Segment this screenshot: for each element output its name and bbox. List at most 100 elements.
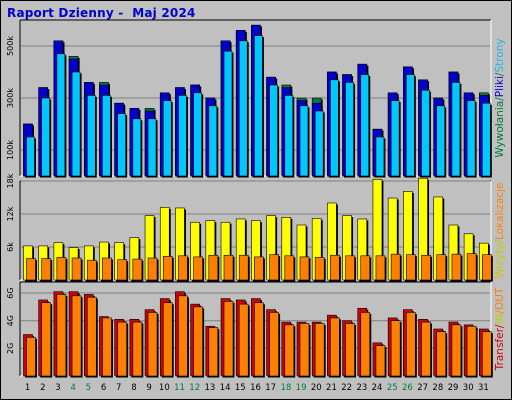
out-bar [314, 323, 325, 377]
sites-bar [254, 256, 264, 281]
out-bar [269, 312, 279, 377]
out-bar [56, 294, 67, 377]
x-tick-label: 14 [220, 383, 231, 393]
x-tick-label: 8 [131, 383, 136, 393]
sites-bar [406, 254, 416, 281]
legend-panel-3: Transfer/IN/OUT [494, 287, 506, 371]
pages-bar [375, 136, 385, 177]
out-bar [284, 324, 295, 377]
out-bar [482, 331, 492, 377]
x-tick-label: 26 [402, 383, 413, 393]
sites-bar [314, 257, 325, 281]
x-tick-label: 6 [101, 383, 106, 393]
chart-panel-1: 100k 300k 500k [6, 19, 492, 178]
legend-entry: / [494, 239, 506, 243]
legend-entry: IN [494, 314, 506, 325]
out-bar [254, 302, 264, 377]
sites-bar [451, 253, 462, 281]
y-tick-label: 300k [6, 88, 15, 108]
pages-bar [193, 92, 202, 177]
x-tick-label: 24 [372, 383, 383, 393]
out-bar [71, 295, 82, 377]
legend-panel-2: Wizyty/Lokalizacje [494, 182, 506, 278]
pages-bar [254, 35, 263, 177]
sites-bar [466, 253, 477, 281]
pages-bar [223, 50, 233, 177]
pages-bar [436, 105, 446, 177]
sites-bar [147, 257, 158, 281]
x-tick-label: 21 [326, 383, 337, 393]
out-bar [86, 296, 97, 377]
x-tick-label: 16 [250, 383, 261, 393]
x-tick-label: 18 [280, 383, 291, 393]
out-bar [451, 324, 462, 377]
sites-bar [223, 254, 234, 281]
x-tick-label: 1 [25, 383, 30, 393]
sites-bar [330, 254, 340, 281]
out-bar [26, 336, 36, 377]
sites-bar [41, 258, 51, 281]
pages-bar [269, 84, 278, 177]
x-tick-label: 17 [265, 383, 276, 393]
x-tick-label: 31 [478, 383, 489, 393]
out-bar [132, 321, 143, 377]
x-tick-label: 29 [448, 383, 459, 393]
sites-bar [421, 254, 431, 281]
out-bar [208, 327, 219, 377]
y-tick-label: 4G [6, 315, 15, 326]
pages-bar [360, 74, 370, 177]
sites-bar [86, 259, 97, 281]
out-bar [102, 317, 112, 377]
out-bar [223, 301, 234, 377]
pages-bar [330, 79, 339, 177]
out-bar [162, 302, 173, 377]
pages-bar [71, 71, 81, 177]
pages-bar [406, 74, 415, 177]
pages-bar [178, 95, 187, 177]
pages-bar [482, 102, 491, 177]
out-bar [466, 325, 477, 377]
pages-bar [345, 82, 354, 177]
sites-bar [102, 257, 112, 281]
sites-bar [390, 253, 401, 281]
legend-entry: Wizyty [494, 243, 506, 278]
pages-bar [147, 118, 157, 177]
out-bar [238, 303, 249, 377]
x-tick-label: 22 [341, 383, 352, 393]
pages-bar [421, 89, 430, 177]
legend-entry: Pliki [494, 76, 506, 97]
out-bar [436, 331, 447, 377]
x-tick-label: 23 [356, 383, 367, 393]
out-bar [345, 323, 355, 377]
x-tick-label: 4 [70, 383, 75, 393]
out-bar [360, 312, 371, 377]
sites-bar [436, 254, 447, 281]
pages-bar [451, 82, 461, 177]
sites-bar [117, 259, 127, 281]
x-tick-label: 28 [432, 383, 443, 393]
y-tick-label: 12k [6, 206, 15, 221]
sites-bar [178, 255, 188, 281]
x-tick-label: 10 [159, 383, 170, 393]
out-bar [178, 295, 188, 377]
y-tick-label: 6k [6, 242, 15, 252]
legend-entry: Lokalizacje [494, 182, 506, 239]
sites-bar [269, 254, 279, 281]
sites-bar [360, 255, 371, 281]
out-bar [299, 323, 310, 377]
pages-bar [238, 40, 248, 177]
sites-bar [56, 257, 67, 281]
sites-bar [284, 255, 295, 281]
chart-panel-2: 6k 12k 18k [6, 173, 493, 282]
out-bar [375, 345, 386, 377]
chart-panel-3: 2G 4G 6G [6, 281, 493, 378]
y-tick-label: 500k [6, 36, 15, 56]
legend-entry: / [494, 97, 506, 101]
pages-bar [299, 105, 309, 177]
pages-bar [208, 105, 218, 177]
out-bar [330, 317, 340, 377]
out-bar [421, 321, 431, 377]
x-tick-label: 30 [463, 383, 474, 393]
sites-bar [26, 258, 36, 281]
x-tick-label: 12 [189, 383, 200, 393]
